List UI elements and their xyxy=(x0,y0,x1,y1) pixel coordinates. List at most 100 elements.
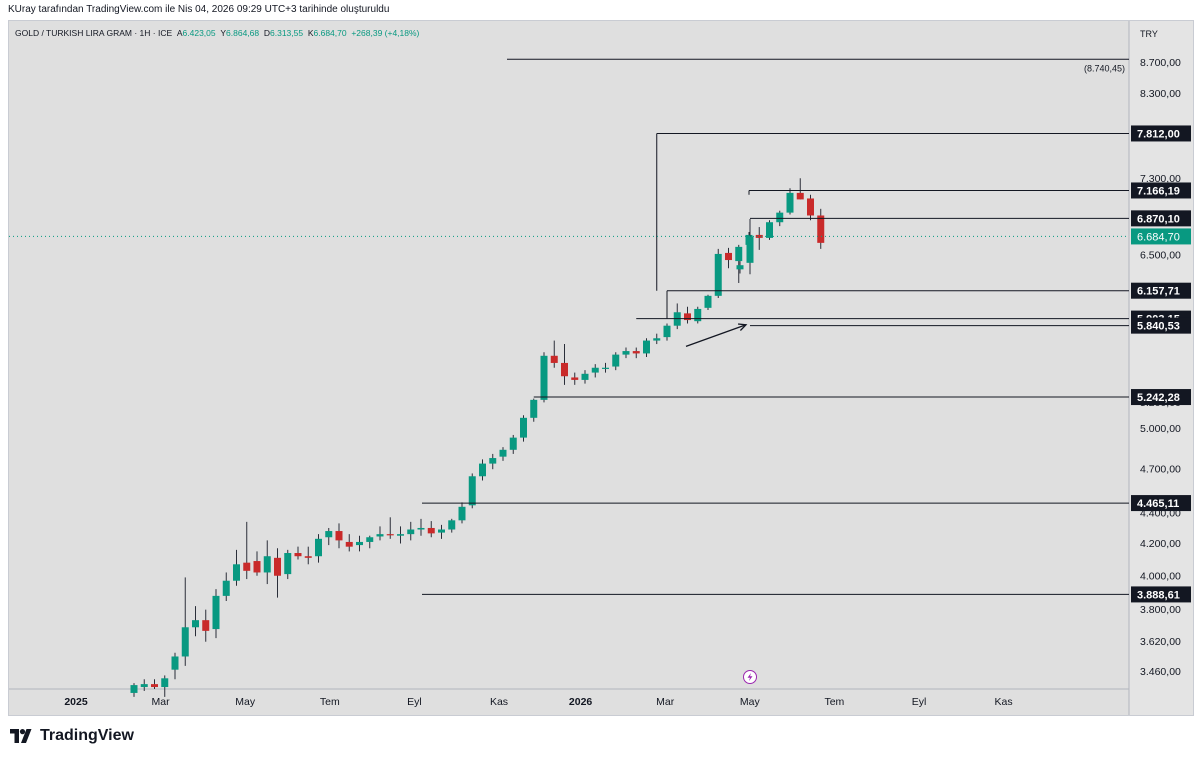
level-price-label: 6.870,10 xyxy=(1137,213,1180,225)
candle-up xyxy=(325,531,333,538)
candle-up xyxy=(233,564,240,581)
price-tick-label: 8.300,00 xyxy=(1140,88,1181,100)
candle-down xyxy=(571,377,579,380)
time-tick-label: 2025 xyxy=(64,696,88,708)
candle-up xyxy=(499,449,507,457)
open-value: 6.423,05 xyxy=(182,28,216,38)
candle-up xyxy=(438,529,445,533)
candle-up xyxy=(489,458,497,464)
candle-up xyxy=(222,580,230,596)
price-tick-label: 3.620,00 xyxy=(1140,636,1181,648)
price-tick-label: 3.460,00 xyxy=(1140,666,1181,678)
time-tick-label: Eyl xyxy=(407,696,422,708)
level-price-label: 4.465,11 xyxy=(1137,498,1179,510)
time-tick-label: Tem xyxy=(824,696,844,708)
level-price-label: 6.157,71 xyxy=(1137,286,1180,298)
candle-up xyxy=(663,325,671,338)
candle-down xyxy=(253,561,261,573)
candle-down xyxy=(345,541,353,547)
candle-up xyxy=(520,417,527,438)
candle-up xyxy=(591,367,599,373)
level-price-badge xyxy=(1131,495,1191,512)
candle-up xyxy=(376,534,384,537)
level-price-label: (8.740,45) xyxy=(1084,63,1125,73)
candle-down xyxy=(202,620,210,631)
candle-down xyxy=(304,556,312,558)
high-label: Y xyxy=(220,28,227,38)
time-tick-label: Kas xyxy=(490,696,508,708)
chart-panel[interactable]: TRY 3.460,00 3.620,00 3.800,00 4.000,00 4.200… xyxy=(8,20,1194,716)
tradingview-brand[interactable]: TradingView xyxy=(10,727,134,745)
price-tick-label: 4.400,00 xyxy=(1140,507,1181,519)
time-tick-label: Eyl xyxy=(912,696,927,708)
annotation-arrow-line xyxy=(685,324,747,347)
candle-up xyxy=(786,192,794,213)
candle-up xyxy=(776,212,784,223)
tradingview-logo-icon xyxy=(10,729,32,743)
candle-up xyxy=(479,463,486,477)
candle-down xyxy=(561,362,568,377)
price-tick-label: 3.800,00 xyxy=(1140,604,1181,616)
candle-up xyxy=(458,506,466,521)
close-label: K xyxy=(307,28,314,38)
time-tick-label: Tem xyxy=(320,696,340,708)
candle-down xyxy=(335,531,343,541)
last-price-label: 6.684,70 xyxy=(1137,231,1180,243)
candle-up xyxy=(581,373,589,380)
candle-down xyxy=(755,234,763,238)
time-tick-label: May xyxy=(740,696,761,708)
candle-up xyxy=(356,541,363,546)
candle-up xyxy=(192,620,199,628)
currency-label: TRY xyxy=(1140,29,1158,39)
symbol-name[interactable]: GOLD / TURKISH LIRA GRAM · 1H · ICE xyxy=(15,28,173,38)
change-value: +268,39 (+4,18%) xyxy=(351,28,420,38)
price-tick-label: 4.000,00 xyxy=(1140,570,1181,582)
event-marker-icon xyxy=(743,670,757,684)
candle-up xyxy=(530,399,538,418)
candle-up xyxy=(468,476,476,506)
lightning-icon xyxy=(747,673,753,681)
candle-up xyxy=(448,520,456,530)
level-price-badge xyxy=(1131,586,1191,603)
level-price-label: 5.242,28 xyxy=(1137,392,1180,404)
candle-down xyxy=(796,192,804,200)
candle-up xyxy=(653,338,661,341)
candle-down xyxy=(386,534,394,536)
open-label: A xyxy=(176,28,183,38)
candle-down xyxy=(725,252,732,261)
level-price-label: 3.888,61 xyxy=(1137,589,1180,601)
price-tick-label: 8.700,00 xyxy=(1140,57,1181,69)
plot-area xyxy=(9,21,1129,689)
candle-up xyxy=(746,236,754,263)
candle-up xyxy=(212,595,220,630)
level-price-badge xyxy=(1131,282,1191,299)
candle-up xyxy=(263,556,271,573)
price-tick-label: 4.200,00 xyxy=(1140,538,1181,550)
candle-down xyxy=(817,215,825,243)
low-value: 6.313,55 xyxy=(270,28,304,38)
level-price-label: 5.840,53 xyxy=(1137,321,1180,333)
candle-up xyxy=(397,534,404,536)
candle-up xyxy=(736,265,744,270)
candle-down xyxy=(151,684,158,688)
candle-up xyxy=(612,354,620,367)
level-price-badge xyxy=(1131,210,1191,227)
candle-up xyxy=(704,295,712,308)
candle-up xyxy=(284,553,292,575)
candle-up xyxy=(181,627,189,657)
candle-up xyxy=(643,340,650,354)
high-value: 6.864,68 xyxy=(226,28,260,38)
time-tick-label: Mar xyxy=(152,696,171,708)
close-value: 6.684,70 xyxy=(313,28,347,38)
candle-up xyxy=(171,656,179,670)
candle-up xyxy=(766,222,773,238)
candle-up xyxy=(130,685,138,693)
candle-down xyxy=(274,557,281,576)
candle-up xyxy=(714,253,722,296)
level-price-badge xyxy=(1131,389,1191,406)
price-chart[interactable]: TRY 3.460,00 3.620,00 3.800,00 4.000,00 4.200… xyxy=(9,21,1193,715)
candle-up xyxy=(509,437,517,450)
candle-down xyxy=(684,313,691,321)
level-price-label: 7.166,19 xyxy=(1137,185,1180,197)
candle-up xyxy=(140,684,148,688)
